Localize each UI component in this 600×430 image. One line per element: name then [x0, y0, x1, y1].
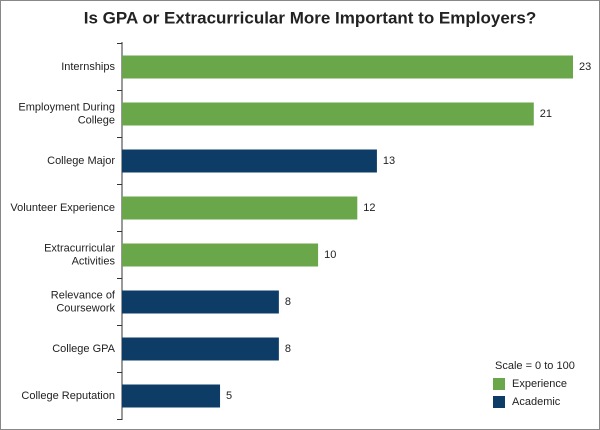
- legend-label: Experience: [512, 378, 567, 390]
- y-tick-label: Employment During College: [18, 101, 115, 126]
- data-label: 8: [285, 343, 291, 355]
- y-tick-label: Volunteer Experience: [10, 202, 115, 214]
- data-label: 5: [226, 390, 232, 402]
- bar: [122, 243, 319, 267]
- legend-title: Scale = 0 to 100: [495, 360, 575, 372]
- bar: [122, 149, 377, 173]
- bar: [122, 196, 358, 220]
- bar: [122, 290, 279, 314]
- y-tick-label: Internships: [61, 61, 115, 73]
- bar: [122, 384, 221, 408]
- bar: [122, 55, 573, 79]
- data-label: 21: [540, 108, 552, 120]
- y-tick-label: Extracurricular Activities: [44, 242, 115, 267]
- data-label: 13: [383, 155, 395, 167]
- data-label: 23: [579, 61, 591, 73]
- legend-label: Academic: [512, 396, 561, 408]
- y-tick-label: College Major: [47, 155, 115, 167]
- chart-title: Is GPA or Extracurricular More Important…: [84, 8, 537, 27]
- data-label: 10: [324, 249, 336, 261]
- bar: [122, 337, 279, 361]
- data-label: 8: [285, 296, 291, 308]
- legend-swatch: [493, 396, 505, 408]
- data-label: 12: [363, 202, 375, 214]
- bar: [122, 102, 534, 126]
- y-tick-label: Relevance of Coursework: [51, 289, 116, 314]
- y-tick-label: College GPA: [52, 343, 115, 355]
- y-tick-label: College Reputation: [21, 390, 115, 402]
- legend-swatch: [493, 378, 505, 390]
